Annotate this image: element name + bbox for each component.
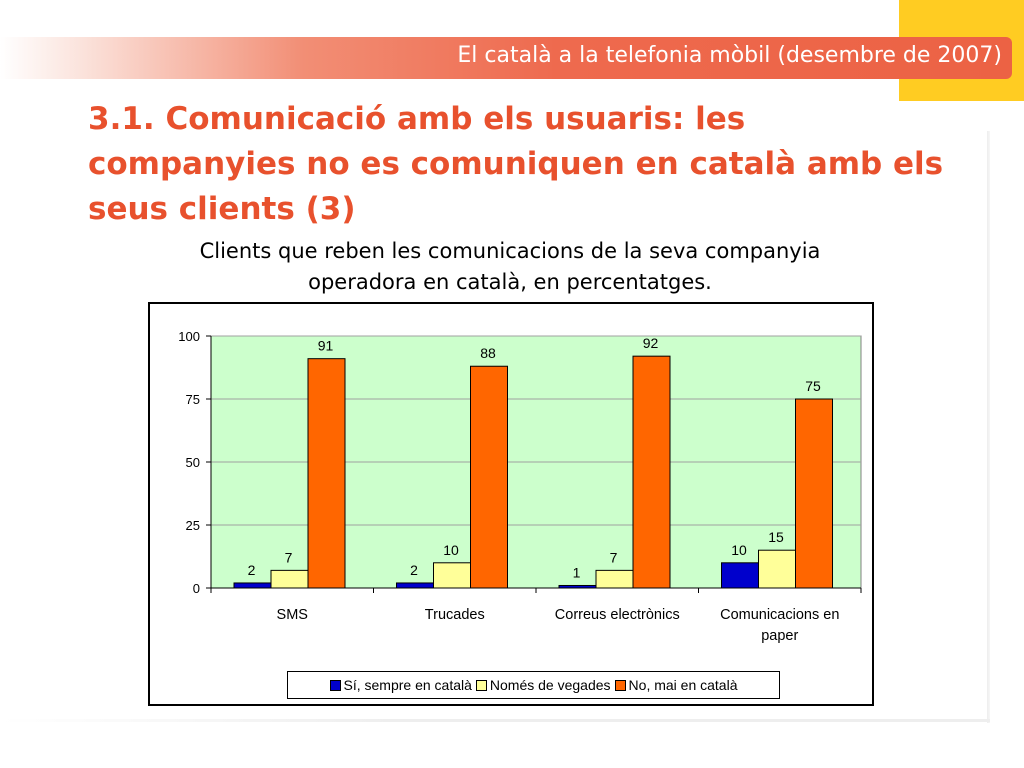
bar-2 bbox=[270, 569, 309, 589]
data-label: 15 bbox=[768, 529, 784, 545]
bar-2 bbox=[758, 549, 796, 589]
bar-1 bbox=[558, 584, 597, 589]
data-label: 10 bbox=[443, 542, 459, 558]
slide-title: 3.1. Comunicació amb els usuaris: les co… bbox=[88, 101, 944, 227]
data-label: 1 bbox=[573, 564, 581, 580]
data-label: 91 bbox=[318, 338, 334, 354]
data-label: 88 bbox=[480, 345, 496, 361]
chart-caption: Clients que reben les comunicacions de l… bbox=[199, 239, 821, 294]
data-label: 92 bbox=[643, 335, 659, 351]
bar-1 bbox=[721, 562, 759, 589]
y-tick-label: 0 bbox=[193, 581, 200, 596]
x-tick-label: Comunicacions en bbox=[720, 607, 839, 623]
legend-swatch bbox=[475, 679, 487, 691]
y-tick-label: 100 bbox=[178, 329, 200, 344]
x-tick-label: Correus electrònics bbox=[555, 607, 680, 623]
header-band-title: El català a la telefonia mòbil (desembre… bbox=[457, 43, 1002, 68]
x-tick-label: SMS bbox=[277, 607, 308, 623]
y-tick-label: 75 bbox=[186, 392, 200, 407]
data-label: 75 bbox=[805, 378, 821, 394]
data-label: 7 bbox=[610, 549, 618, 565]
legend-item: Només de vegades bbox=[475, 677, 611, 693]
header-band: El català a la telefonia mòbil (desembre… bbox=[0, 37, 1012, 79]
chart-legend: Sí, sempre en català Només de vegades No, … bbox=[287, 671, 780, 699]
bar-chart: 0 25 50 75 100 SMS 2 7 91 Trucades 2 10 88 Correus el… bbox=[178, 329, 862, 644]
bar-3 bbox=[470, 365, 508, 589]
x-tick-label: paper bbox=[761, 628, 798, 644]
bar-2 bbox=[595, 569, 634, 589]
legend-label: Només de vegades bbox=[489, 677, 611, 693]
legend-item: Sí, sempre en català bbox=[329, 677, 472, 693]
bar-2 bbox=[433, 562, 471, 589]
bar-1 bbox=[396, 582, 434, 589]
bar-3 bbox=[307, 358, 346, 589]
legend-label: No, mai en català bbox=[628, 677, 738, 693]
legend-label: Sí, sempre en català bbox=[343, 677, 472, 693]
data-label: 10 bbox=[731, 542, 747, 558]
data-label: 7 bbox=[285, 549, 293, 565]
legend-swatch bbox=[614, 679, 626, 691]
bar-3 bbox=[632, 355, 671, 589]
y-tick-label: 50 bbox=[186, 455, 200, 470]
chart-frame: 0 25 50 75 100 SMS 2 7 91 Trucades 2 10 88 Correus el… bbox=[148, 302, 874, 706]
bar-1 bbox=[233, 582, 272, 589]
y-tick-label: 25 bbox=[186, 518, 200, 533]
right-divider bbox=[987, 131, 990, 723]
bar-3 bbox=[795, 398, 833, 589]
data-label: 2 bbox=[410, 562, 418, 578]
bottom-divider bbox=[0, 719, 990, 722]
legend-item: No, mai en català bbox=[614, 677, 738, 693]
data-label: 2 bbox=[248, 562, 256, 578]
legend-swatch bbox=[329, 679, 341, 691]
x-tick-label: Trucades bbox=[425, 607, 485, 623]
